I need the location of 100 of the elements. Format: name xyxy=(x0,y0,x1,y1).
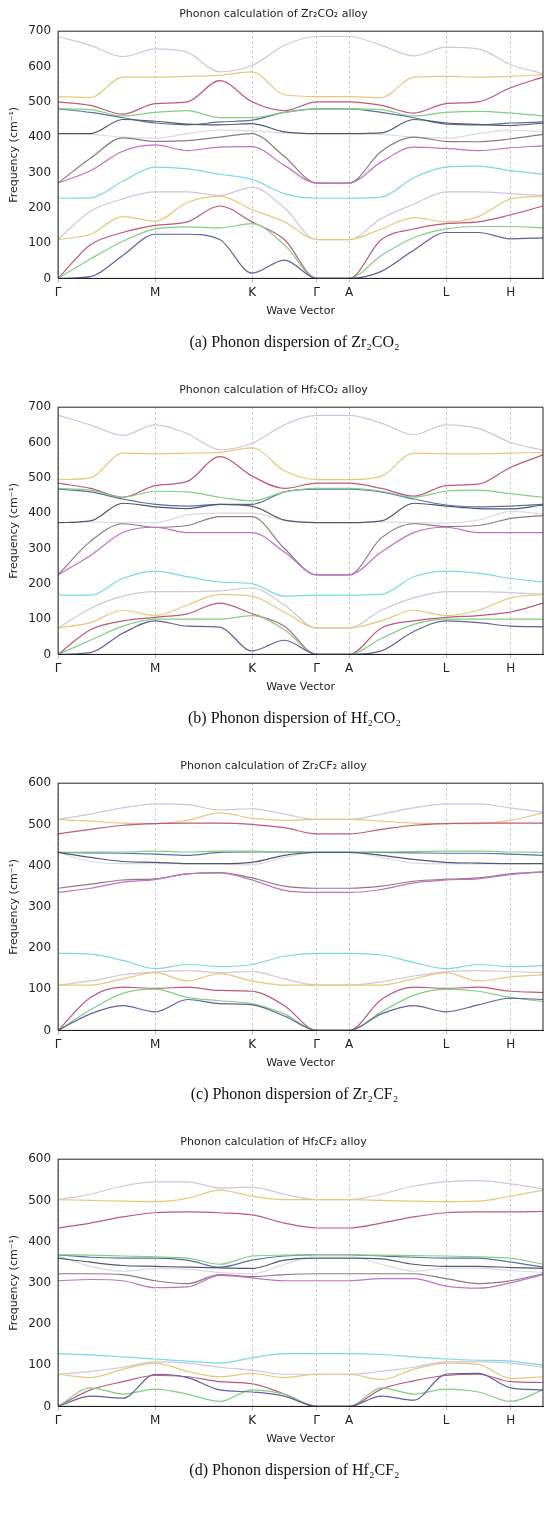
line-series xyxy=(57,205,544,279)
x-tick-label: L xyxy=(442,660,450,675)
x-tick-label: M xyxy=(149,1036,161,1051)
y-tick-label: 500 xyxy=(28,93,52,108)
y-tick-label: 300 xyxy=(28,540,52,555)
x-tick-label: H xyxy=(506,1036,516,1051)
x-axis-title: Wave Vector xyxy=(266,1056,336,1070)
x-tick-label: Γ xyxy=(54,1036,62,1051)
line-series xyxy=(57,1362,544,1381)
x-tick-label: A xyxy=(344,284,354,299)
y-tick-label: 500 xyxy=(28,469,52,484)
y-tick-label: 200 xyxy=(28,199,52,214)
line-series xyxy=(57,803,544,821)
y-tick-label: 300 xyxy=(28,164,52,179)
line-series xyxy=(57,997,544,1031)
x-tick-label: M xyxy=(149,660,161,675)
line-series xyxy=(57,144,544,184)
line-series xyxy=(57,952,544,970)
text: (d) Phonon dispersion of Hf₂CF₂ xyxy=(188,1460,401,1481)
y-tick-label: 0 xyxy=(43,1398,52,1413)
x-tick-label: Γ xyxy=(54,660,62,675)
line-series xyxy=(57,1273,544,1285)
y-tick-label: 600 xyxy=(28,1151,52,1166)
y-tick-label: 100 xyxy=(28,611,52,626)
x-tick-label: L xyxy=(442,1412,450,1427)
x-tick-label: H xyxy=(506,1412,516,1427)
y-tick-label: 700 xyxy=(28,23,52,38)
y-tick-label: 0 xyxy=(43,646,52,661)
y-tick-label: 400 xyxy=(28,129,52,144)
line-series xyxy=(57,488,544,508)
x-tick-label: Γ xyxy=(313,1036,321,1051)
y-axis-title: Frequency (cm⁻¹) xyxy=(7,1234,21,1331)
chart-title: Phonon calculation of Zr₂CO₂ alloy xyxy=(179,7,369,21)
x-tick-label: A xyxy=(344,660,354,675)
line-series xyxy=(57,515,544,576)
line-series xyxy=(57,1189,544,1203)
line-series xyxy=(57,1273,544,1289)
line-series xyxy=(57,487,544,502)
x-tick-label: M xyxy=(149,284,161,299)
line-series xyxy=(57,1361,544,1375)
line-series xyxy=(57,1353,544,1366)
text: (b) Phonon dispersion of Hf₂CO₂ xyxy=(187,708,402,729)
y-tick-label: 0 xyxy=(43,270,52,285)
x-tick-label: Γ xyxy=(313,1412,321,1427)
x-tick-label: Γ xyxy=(54,1412,62,1427)
chart-title: Phonon calculation of Hf₂CO₂ alloy xyxy=(179,383,369,397)
x-tick-label: M xyxy=(149,1412,161,1427)
line-series xyxy=(57,186,544,241)
x-tick-label: A xyxy=(344,1412,354,1427)
y-tick-label: 600 xyxy=(28,434,52,449)
line-series xyxy=(57,1255,544,1275)
x-tick-label: H xyxy=(506,660,516,675)
text: (a) Phonon dispersion of Zr₂CO₂ xyxy=(188,332,401,353)
y-tick-label: 100 xyxy=(28,981,52,996)
y-tick-label: 200 xyxy=(28,575,52,590)
line-series xyxy=(57,526,544,576)
y-tick-label: 400 xyxy=(28,857,52,872)
y-tick-label: 200 xyxy=(28,1316,52,1331)
x-tick-label: Γ xyxy=(54,284,62,299)
line-series xyxy=(57,1210,544,1229)
y-tick-label: 400 xyxy=(28,505,52,520)
line-series xyxy=(57,195,544,241)
y-tick-label: 700 xyxy=(28,399,52,414)
x-tick-label: L xyxy=(442,1036,450,1051)
y-axis-title: Frequency (cm⁻¹) xyxy=(7,482,21,579)
y-tick-label: 100 xyxy=(28,1357,52,1372)
x-tick-label: K xyxy=(248,284,258,299)
y-tick-label: 400 xyxy=(28,1233,52,1248)
x-tick-label: K xyxy=(248,1036,258,1051)
y-tick-label: 500 xyxy=(28,816,52,831)
y-tick-label: 200 xyxy=(28,940,52,955)
x-tick-label: H xyxy=(506,284,516,299)
line-series xyxy=(57,71,544,99)
text: (c) Phonon dispersion of Zr₂CF₂ xyxy=(189,1084,400,1105)
x-tick-label: A xyxy=(344,1036,354,1051)
line-series xyxy=(57,822,544,835)
line-series xyxy=(57,76,544,115)
y-tick-label: 0 xyxy=(43,1022,52,1037)
line-series xyxy=(57,108,544,119)
x-tick-label: L xyxy=(442,284,450,299)
x-axis-title: Wave Vector xyxy=(266,304,336,318)
x-axis-title: Wave Vector xyxy=(266,1432,336,1446)
y-tick-label: 600 xyxy=(28,775,52,790)
y-tick-label: 500 xyxy=(28,1192,52,1207)
line-series xyxy=(57,570,544,597)
x-tick-label: Γ xyxy=(313,660,321,675)
line-series xyxy=(57,602,544,655)
line-series xyxy=(57,447,544,481)
line-series xyxy=(57,35,544,75)
line-series xyxy=(57,165,544,199)
line-series xyxy=(57,118,544,135)
y-axis-title: Frequency (cm⁻¹) xyxy=(7,106,21,203)
x-tick-label: K xyxy=(248,1412,258,1427)
line-series xyxy=(57,414,544,451)
chart-title: Phonon calculation of Hf₂CF₂ alloy xyxy=(180,1135,368,1149)
line-series xyxy=(57,1387,544,1407)
line-series xyxy=(57,133,544,184)
x-tick-label: Γ xyxy=(313,284,321,299)
chart-title: Phonon calculation of Zr₂CF₂ alloy xyxy=(180,759,368,773)
y-tick-label: 300 xyxy=(28,1274,52,1289)
